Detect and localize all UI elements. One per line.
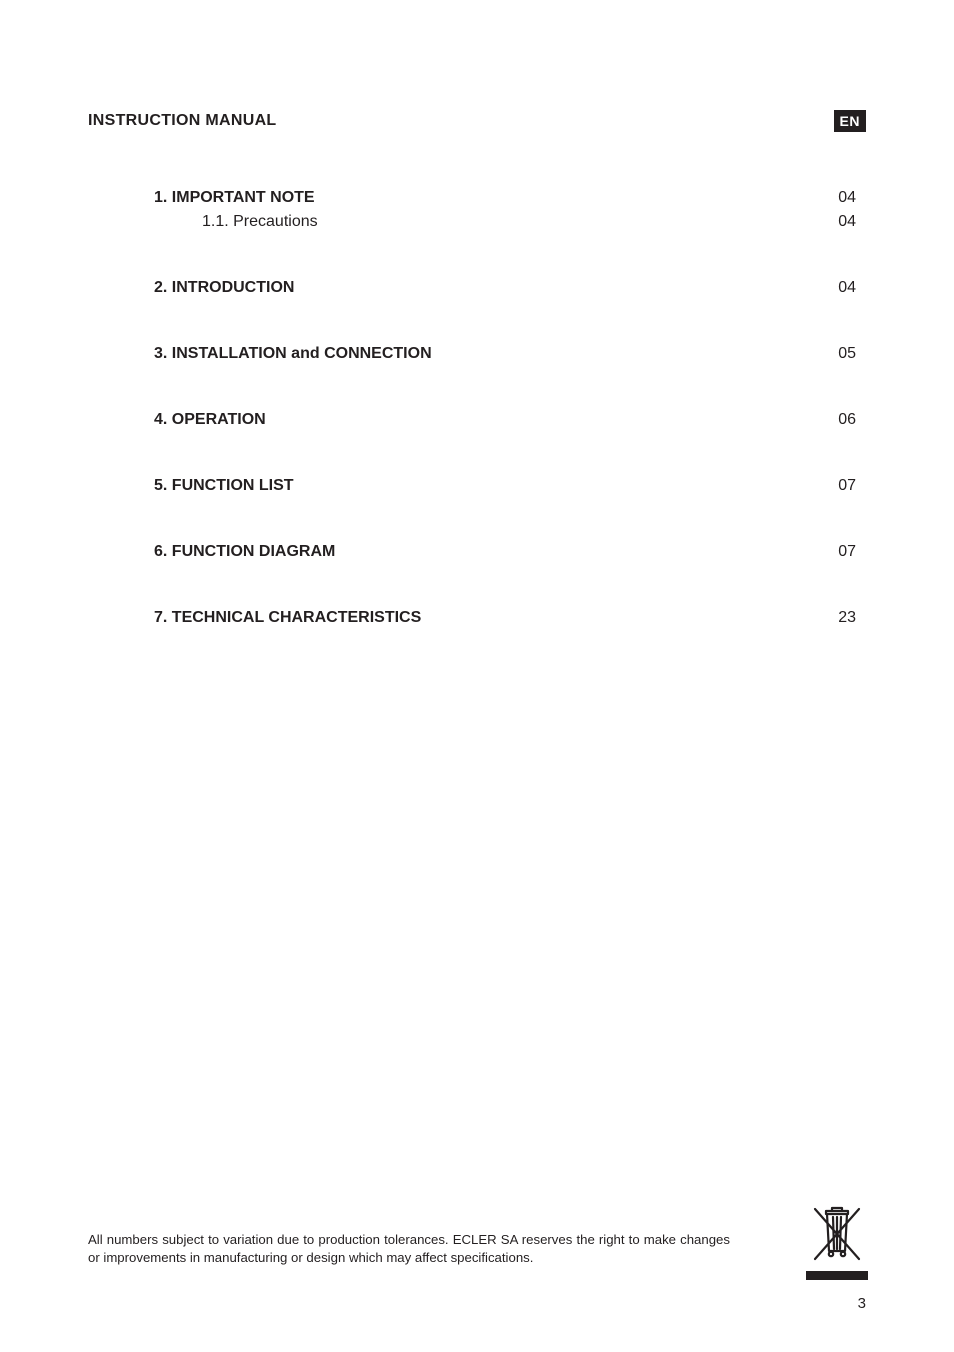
toc-entry: 3. INSTALLATION and CONNECTION 05	[154, 342, 856, 366]
weee-icon-wrap	[806, 1205, 868, 1280]
toc-section: 2. INTRODUCTION 04	[154, 276, 856, 300]
toc-label: 2. INTRODUCTION	[154, 276, 294, 300]
page: INSTRUCTION MANUAL EN 1. IMPORTANT NOTE …	[0, 0, 954, 1352]
toc-entry: 7. TECHNICAL CHARACTERISTICS 23	[154, 606, 856, 630]
toc-section: 1. IMPORTANT NOTE 04 1.1. Precautions 04	[154, 186, 856, 234]
toc-label: 4. OPERATION	[154, 408, 266, 432]
page-title: INSTRUCTION MANUAL	[88, 112, 277, 130]
toc-page: 05	[826, 342, 856, 366]
toc-page: 07	[826, 540, 856, 564]
toc-label: 7. TECHNICAL CHARACTERISTICS	[154, 606, 421, 630]
toc-page: 04	[826, 210, 856, 234]
header-row: INSTRUCTION MANUAL EN	[88, 110, 866, 132]
toc-entry: 2. INTRODUCTION 04	[154, 276, 856, 300]
toc-entry: 6. FUNCTION DIAGRAM 07	[154, 540, 856, 564]
toc-entry: 1.1. Precautions 04	[154, 210, 856, 234]
toc-label: 1.1. Precautions	[154, 210, 318, 234]
toc-label: 1. IMPORTANT NOTE	[154, 186, 315, 210]
toc-page: 07	[826, 474, 856, 498]
toc-label: 6. FUNCTION DIAGRAM	[154, 540, 335, 564]
toc-page: 04	[826, 186, 856, 210]
toc-label: 3. INSTALLATION and CONNECTION	[154, 342, 432, 366]
toc-entry: 5. FUNCTION LIST 07	[154, 474, 856, 498]
toc-section: 3. INSTALLATION and CONNECTION 05	[154, 342, 856, 366]
page-number: 3	[858, 1295, 866, 1312]
toc-section: 4. OPERATION 06	[154, 408, 856, 432]
crossed-out-bin-icon	[809, 1205, 865, 1268]
toc-entry: 4. OPERATION 06	[154, 408, 856, 432]
toc-page: 23	[826, 606, 856, 630]
toc-section: 5. FUNCTION LIST 07	[154, 474, 856, 498]
toc-section: 7. TECHNICAL CHARACTERISTICS 23	[154, 606, 856, 630]
toc-label: 5. FUNCTION LIST	[154, 474, 294, 498]
footer-disclaimer: All numbers subject to variation due to …	[88, 1231, 730, 1266]
weee-bar	[806, 1271, 868, 1280]
toc-entry: 1. IMPORTANT NOTE 04	[154, 186, 856, 210]
language-badge: EN	[834, 110, 866, 132]
table-of-contents: 1. IMPORTANT NOTE 04 1.1. Precautions 04…	[88, 186, 866, 630]
toc-section: 6. FUNCTION DIAGRAM 07	[154, 540, 856, 564]
toc-page: 06	[826, 408, 856, 432]
toc-page: 04	[826, 276, 856, 300]
